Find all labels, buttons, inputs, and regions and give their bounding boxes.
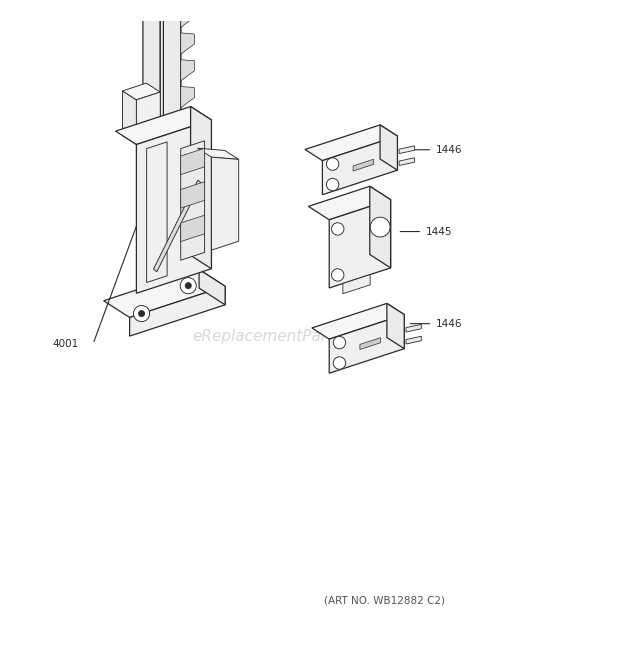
Polygon shape bbox=[360, 338, 381, 350]
Circle shape bbox=[133, 305, 149, 322]
Polygon shape bbox=[181, 6, 195, 27]
Polygon shape bbox=[153, 180, 201, 272]
Polygon shape bbox=[181, 33, 195, 54]
Polygon shape bbox=[406, 336, 422, 344]
Circle shape bbox=[332, 223, 344, 235]
Polygon shape bbox=[181, 59, 195, 81]
Polygon shape bbox=[190, 106, 211, 269]
Circle shape bbox=[185, 282, 192, 289]
Polygon shape bbox=[343, 274, 370, 293]
Polygon shape bbox=[146, 142, 167, 282]
Polygon shape bbox=[130, 286, 225, 336]
Circle shape bbox=[332, 269, 344, 281]
Polygon shape bbox=[123, 83, 160, 100]
Polygon shape bbox=[370, 186, 391, 268]
Polygon shape bbox=[181, 140, 195, 161]
Polygon shape bbox=[406, 325, 422, 332]
Polygon shape bbox=[322, 136, 397, 195]
Polygon shape bbox=[181, 182, 205, 208]
Circle shape bbox=[138, 311, 144, 317]
Polygon shape bbox=[181, 215, 205, 241]
Circle shape bbox=[326, 178, 339, 191]
Polygon shape bbox=[123, 91, 136, 145]
Polygon shape bbox=[181, 194, 195, 215]
Polygon shape bbox=[329, 315, 404, 373]
Polygon shape bbox=[181, 167, 195, 188]
Polygon shape bbox=[160, 0, 181, 286]
Polygon shape bbox=[143, 0, 160, 286]
Polygon shape bbox=[308, 186, 391, 219]
Polygon shape bbox=[399, 146, 415, 153]
Polygon shape bbox=[163, 0, 181, 279]
Polygon shape bbox=[387, 303, 404, 348]
Circle shape bbox=[326, 158, 339, 171]
Circle shape bbox=[180, 278, 197, 293]
Text: 1446: 1446 bbox=[435, 319, 462, 329]
Polygon shape bbox=[312, 303, 404, 339]
Polygon shape bbox=[181, 113, 195, 134]
Polygon shape bbox=[136, 120, 211, 293]
Polygon shape bbox=[181, 220, 195, 241]
Polygon shape bbox=[353, 159, 373, 171]
Polygon shape bbox=[329, 200, 391, 288]
Circle shape bbox=[370, 217, 390, 237]
Polygon shape bbox=[181, 141, 205, 260]
Polygon shape bbox=[199, 270, 225, 305]
Polygon shape bbox=[211, 157, 239, 250]
Polygon shape bbox=[181, 87, 195, 108]
Polygon shape bbox=[198, 148, 239, 159]
Text: eReplacementParts.com: eReplacementParts.com bbox=[192, 329, 379, 344]
Polygon shape bbox=[380, 125, 397, 170]
Polygon shape bbox=[115, 106, 211, 145]
Polygon shape bbox=[399, 158, 415, 165]
Text: (ART NO. WB12882 C2): (ART NO. WB12882 C2) bbox=[324, 595, 445, 605]
Circle shape bbox=[334, 357, 346, 369]
Polygon shape bbox=[181, 148, 205, 175]
Circle shape bbox=[334, 336, 346, 349]
Text: 1445: 1445 bbox=[425, 227, 452, 237]
Polygon shape bbox=[305, 125, 397, 161]
Text: 4001: 4001 bbox=[53, 339, 79, 349]
Polygon shape bbox=[104, 270, 225, 317]
Text: 1446: 1446 bbox=[435, 145, 462, 155]
Polygon shape bbox=[136, 92, 160, 145]
